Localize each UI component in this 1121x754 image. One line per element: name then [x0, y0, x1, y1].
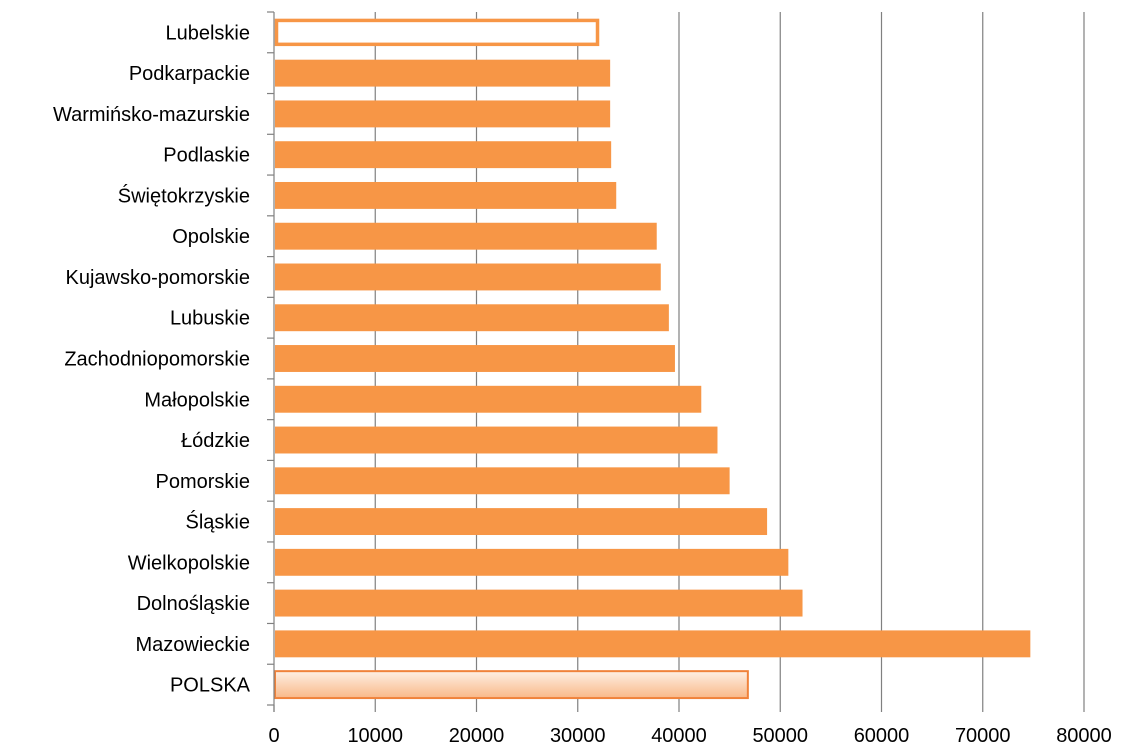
- category-label: Opolskie: [172, 226, 250, 248]
- category-label: Śląskie: [186, 510, 250, 534]
- bar-lubuskie: [275, 304, 669, 332]
- category-labels: Lubelskie Podkarpackie Warmińsko-mazurskie…: [53, 22, 251, 696]
- x-tick-label: 60000: [854, 725, 910, 747]
- bar-śląskie: [275, 508, 768, 536]
- bar-małopolskie: [275, 385, 702, 413]
- category-label: Warmińsko-mazurskie: [53, 104, 250, 126]
- bar-polska: [274, 670, 749, 700]
- category-label: Lubuskie: [170, 308, 250, 330]
- category-label: Świętokrzyskie: [118, 183, 250, 207]
- category-label: Dolnośląskie: [137, 593, 250, 615]
- bar-podlaskie: [275, 141, 612, 169]
- category-label: Wielkopolskie: [128, 552, 250, 574]
- axes: [267, 11, 1085, 712]
- x-tick-label: 30000: [550, 725, 606, 747]
- category-label: Kujawsko-pomorskie: [65, 267, 250, 289]
- bar-łódzkie: [275, 426, 718, 454]
- bar-zachodniopomorskie: [275, 345, 675, 372]
- bar-lubelskie: [274, 18, 600, 47]
- x-tick-label: 80000: [1056, 725, 1112, 747]
- bar-dolnośląskie: [275, 589, 803, 617]
- x-tick-label: 20000: [449, 725, 505, 747]
- bar-warmińsko-mazurskie: [275, 100, 611, 128]
- category-label: Podkarpackie: [129, 63, 250, 85]
- category-label: Lubelskie: [165, 22, 250, 44]
- category-label: Pomorskie: [156, 471, 250, 493]
- category-label: Podlaskie: [163, 145, 250, 167]
- bars: [274, 18, 1031, 700]
- bar-mazowieckie: [275, 630, 1031, 658]
- bar-świętokrzyskie: [275, 181, 617, 209]
- x-tick-label: 70000: [955, 725, 1011, 747]
- x-tick-label: 40000: [651, 725, 707, 747]
- category-label: Zachodniopomorskie: [64, 349, 250, 371]
- bar-opolskie: [275, 222, 657, 250]
- bar-podkarpackie: [275, 59, 611, 87]
- x-tick-label: 50000: [752, 725, 808, 747]
- category-label: Łódzkie: [181, 430, 250, 452]
- category-label: Mazowieckie: [136, 634, 250, 656]
- x-tick-labels: 0 10000 20000 30000 40000 50000 60000 70000 8000…: [268, 725, 1111, 747]
- bar-pomorskie: [275, 467, 730, 495]
- category-label: Małopolskie: [144, 389, 250, 411]
- x-tick-label: 10000: [347, 725, 403, 747]
- x-tick-label: 0: [268, 725, 279, 747]
- bar-wielkopolskie: [275, 548, 789, 576]
- bar-kujawsko-pomorskie: [275, 263, 661, 291]
- category-label: POLSKA: [170, 675, 251, 697]
